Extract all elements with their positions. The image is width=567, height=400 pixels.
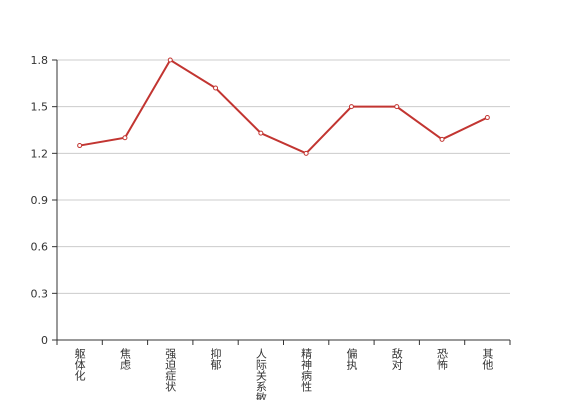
point (167, 57, 173, 63)
y-tick-label: 1.5 (31, 101, 49, 114)
x-tick-label: 敌对 (390, 347, 403, 370)
y-tick-label: 1.2 (31, 147, 49, 160)
x-tick-label: 躯体化 (73, 348, 86, 382)
x-tick-label: 其他 (481, 348, 494, 370)
point (484, 115, 490, 121)
x-tick-label: 精神病性 (300, 348, 313, 393)
x-tick-label: 强迫症状 (164, 348, 177, 392)
x-tick-label: 焦虑 (118, 348, 131, 370)
point (77, 143, 83, 149)
y-tick-label: 1.8 (31, 54, 49, 67)
line (79, 58, 488, 155)
point (348, 104, 354, 110)
y-tick-label: 0.3 (31, 287, 49, 300)
y-tick-label: 0.9 (31, 194, 49, 207)
y-tick-label: 0.6 (31, 241, 49, 254)
point (258, 130, 264, 136)
point (439, 136, 445, 142)
point (303, 150, 309, 156)
x-tick-label: 抑郁 (209, 347, 222, 370)
point (122, 135, 128, 141)
point (394, 104, 400, 110)
point (213, 85, 219, 91)
x-tick-label: 偏执 (345, 347, 358, 371)
x-tick-label: 恐怖 (436, 348, 449, 370)
y-tick-label: 0 (41, 334, 48, 347)
x-tick-label: 人际关系敏感 (254, 348, 267, 400)
